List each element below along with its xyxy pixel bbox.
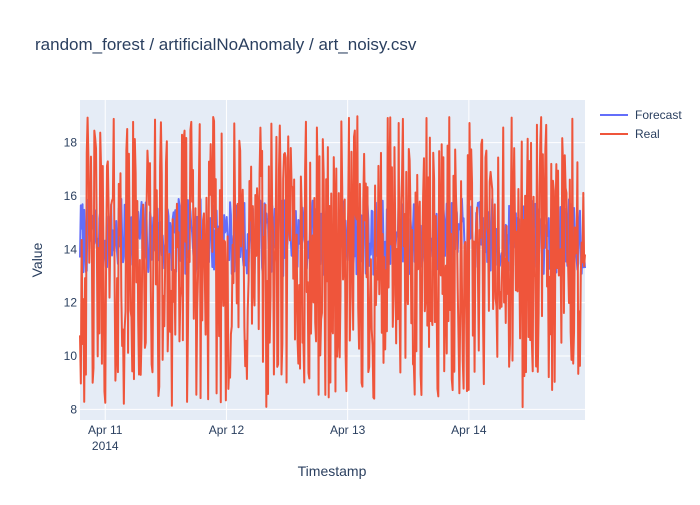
- y-axis-title: Value: [29, 242, 45, 277]
- x-tick-sublabel: 2014: [92, 439, 119, 453]
- y-tick-label: 16: [64, 189, 78, 203]
- y-tick-label: 18: [64, 136, 78, 150]
- legend-item-real[interactable]: Real: [600, 127, 660, 141]
- x-tick-label: Apr 12: [209, 423, 245, 437]
- x-tick-label: Apr 14: [451, 423, 487, 437]
- x-tick-label: Apr 13: [330, 423, 366, 437]
- series-layer: [79, 115, 586, 409]
- y-tick-label: 8: [70, 402, 77, 416]
- y-tick-label: 10: [64, 349, 78, 363]
- legend: Forecast Real: [600, 108, 682, 141]
- chart-title: random_forest / artificialNoAnomaly / ar…: [35, 35, 417, 54]
- legend-item-forecast[interactable]: Forecast: [600, 108, 682, 122]
- y-axis: 8 10 12 14 16 18: [64, 136, 78, 417]
- legend-label: Real: [635, 127, 660, 141]
- x-axis: Apr 11 2014 Apr 12 Apr 13 Apr 14: [88, 423, 487, 453]
- x-tick-label: Apr 11: [88, 423, 123, 437]
- series-line-real: [79, 115, 586, 409]
- y-tick-label: 12: [64, 296, 78, 310]
- y-tick-label: 14: [64, 242, 78, 256]
- x-axis-title: Timestamp: [298, 463, 367, 479]
- legend-label: Forecast: [635, 108, 682, 122]
